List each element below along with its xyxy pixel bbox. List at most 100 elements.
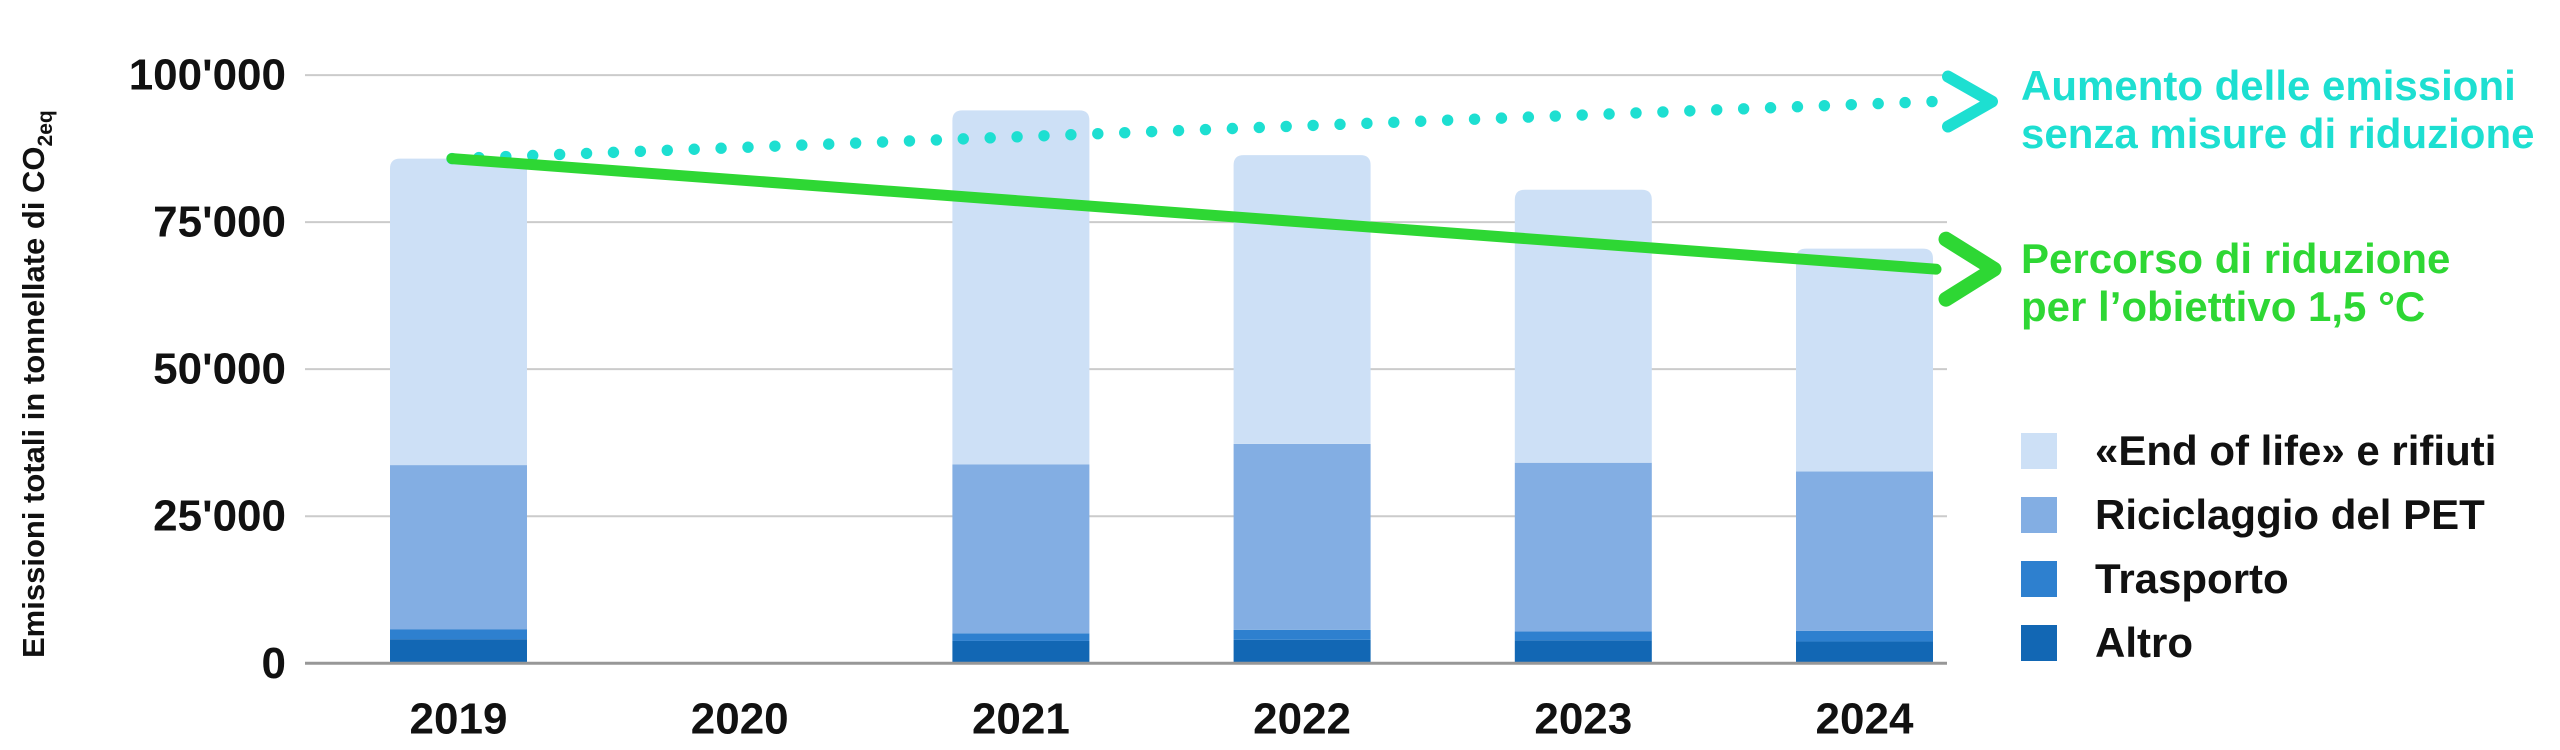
arrow-bau-dot <box>796 139 808 151</box>
bar-2019-segment-riciclaggio-del-pet <box>390 465 527 630</box>
bar-2024-segment-trasporto <box>1796 630 1933 642</box>
arrow-bau-dot <box>1522 111 1535 123</box>
arrow-bau-dot <box>1172 124 1185 137</box>
riciclaggio-pet-swatch <box>2021 497 2057 533</box>
trend-arrows <box>446 70 2002 307</box>
arrow-bau <box>446 70 1998 165</box>
bar-2023-segment-altro <box>1514 640 1652 664</box>
arrow-bau-dot <box>1065 129 1077 141</box>
arrow-bau-dot <box>1495 112 1508 124</box>
legend: «End of life» e rifiuti Riciclaggio del … <box>2021 427 2496 666</box>
legend-item-altro: Altro <box>2021 619 2496 666</box>
trasporto-swatch <box>2021 561 2057 597</box>
legend-item-riciclaggio-pet: Riciclaggio del PET <box>2021 491 2496 538</box>
bars <box>390 110 1933 664</box>
bar-2021-segment-riciclaggio-del-pet <box>952 464 1090 634</box>
arrow-bau-dot <box>1684 105 1696 117</box>
arrow-bau-dot <box>1657 106 1669 118</box>
arrow-bau-dot <box>1737 103 1750 115</box>
x-tick-label-2019: 2019 <box>410 695 508 744</box>
bar-2024-segment-end-of-life-e-rifiuti <box>1796 248 1933 472</box>
arrow-bau-dot <box>1199 123 1212 136</box>
legend-item-trasporto: Trasporto <box>2021 555 2496 602</box>
arrow-bau-dot <box>1038 130 1050 142</box>
altro-label: Altro <box>2095 619 2193 666</box>
y-tick-label-75000: 75'000 <box>153 198 286 247</box>
bar-2024-segment-altro <box>1796 641 1933 664</box>
arrow-bau-dot <box>607 146 620 159</box>
bar-2023-segment-trasporto <box>1514 631 1652 641</box>
y-tick-label-25000: 25'000 <box>153 492 286 541</box>
arrow-bau-dot <box>715 142 727 154</box>
y-tick-label-100000: 100'000 <box>129 51 286 100</box>
arrow-bau-dot <box>634 145 647 158</box>
bar-2019-segment-altro <box>390 639 527 664</box>
arrow-bau-dot <box>957 133 969 145</box>
gridlines <box>305 74 1947 518</box>
end-of-life-swatch <box>2021 433 2057 469</box>
arrow-bau-dot <box>742 141 754 153</box>
arrow-bau-dot <box>1845 98 1857 111</box>
arrow-bau-dot <box>580 147 593 160</box>
arrow-reduction-path <box>446 153 2002 307</box>
arrow-bau-dot <box>1468 113 1481 125</box>
y-tick-labels: 100'000 75'000 50'000 25'000 0 <box>129 51 286 688</box>
arrow-bau-dot <box>1549 110 1561 122</box>
arrow-bau-dot <box>1334 118 1346 131</box>
arrow-bau-head <box>1942 70 1998 133</box>
altro-swatch <box>2021 625 2057 661</box>
trasporto-label: Trasporto <box>2095 555 2289 602</box>
arrow-bau-dot <box>1926 95 1938 108</box>
y-tick-label-0: 0 <box>262 639 286 688</box>
arrow-bau-dot <box>1899 96 1911 109</box>
arrow-bau-dot <box>1415 115 1427 127</box>
arrow-bau-dot <box>1388 116 1400 128</box>
bar-2019-segment-trasporto <box>390 629 527 640</box>
bar-2022-segment-riciclaggio-del-pet <box>1233 443 1371 630</box>
arrow-bau-dot <box>1630 107 1642 119</box>
arrow-bau-dot <box>903 135 916 147</box>
arrow-bau-dot <box>876 136 889 148</box>
arrow-bau-dot <box>984 132 996 144</box>
end-of-life-label: «End of life» e rifiuti <box>2095 427 2497 474</box>
arrow-bau-dot <box>823 138 835 150</box>
arrow-bau-dot <box>1307 119 1319 132</box>
arrow-bau-dot <box>688 143 700 155</box>
x-tick-label-2024: 2024 <box>1816 695 1914 744</box>
arrow-bau-dot <box>769 140 781 152</box>
y-tick-label-50000: 50'000 <box>153 345 286 394</box>
y-axis-title: Emissioni totali in tonnellate di CO2eq <box>16 110 57 658</box>
x-tick-label-2020: 2020 <box>691 695 789 744</box>
arrow-bau-dot <box>849 137 862 149</box>
arrow-bau-dot <box>1711 104 1723 116</box>
arrow-bau-dot <box>1872 97 1884 110</box>
bar-2023-segment-end-of-life-e-rifiuti <box>1514 189 1652 463</box>
arrow-bau-dot <box>1145 125 1158 138</box>
annotation-bau-line2: senza misure di riduzione <box>2021 110 2535 157</box>
legend-item-end-of-life: «End of life» e rifiuti <box>2021 427 2496 474</box>
arrow-bau-dot <box>1280 120 1292 133</box>
bar-2022-segment-altro <box>1233 639 1371 664</box>
arrow-bau-dot <box>661 144 673 156</box>
arrow-bau-dot <box>1791 101 1804 113</box>
annotation-reduction-line1: Percorso di riduzione <box>2021 235 2451 282</box>
arrow-bau-dot <box>1361 117 1373 130</box>
arrow-bau-dot <box>1576 109 1588 121</box>
arrow-bau-dot <box>930 134 943 146</box>
arrow-bau-dot <box>1011 131 1023 143</box>
annotation-reduction-path: Percorso di riduzione per l’obiettivo 1,… <box>2021 235 2450 331</box>
bar-2019-segment-end-of-life-e-rifiuti <box>390 158 527 466</box>
annotation-bau-line1: Aumento delle emissioni <box>2021 62 2516 109</box>
annotation-business-as-usual: Aumento delle emissioni senza misure di … <box>2021 62 2534 158</box>
bar-2021-segment-end-of-life-e-rifiuti <box>952 110 1090 465</box>
y-axis-title-text: Emissioni totali in tonnellate di CO2eq <box>16 110 57 658</box>
arrow-reduction-path-head <box>1938 231 2002 307</box>
bar-2024-segment-riciclaggio-del-pet <box>1796 471 1933 631</box>
annotation-reduction-line2: per l’obiettivo 1,5 °C <box>2021 283 2426 330</box>
bar-2022-segment-end-of-life-e-rifiuti <box>1233 155 1371 444</box>
arrow-bau-dot <box>1764 102 1777 114</box>
x-tick-labels: 2019 2020 2021 2022 2023 2024 <box>410 695 1914 744</box>
x-tick-label-2022: 2022 <box>1253 695 1351 744</box>
bar-2023-segment-riciclaggio-del-pet <box>1514 462 1652 632</box>
